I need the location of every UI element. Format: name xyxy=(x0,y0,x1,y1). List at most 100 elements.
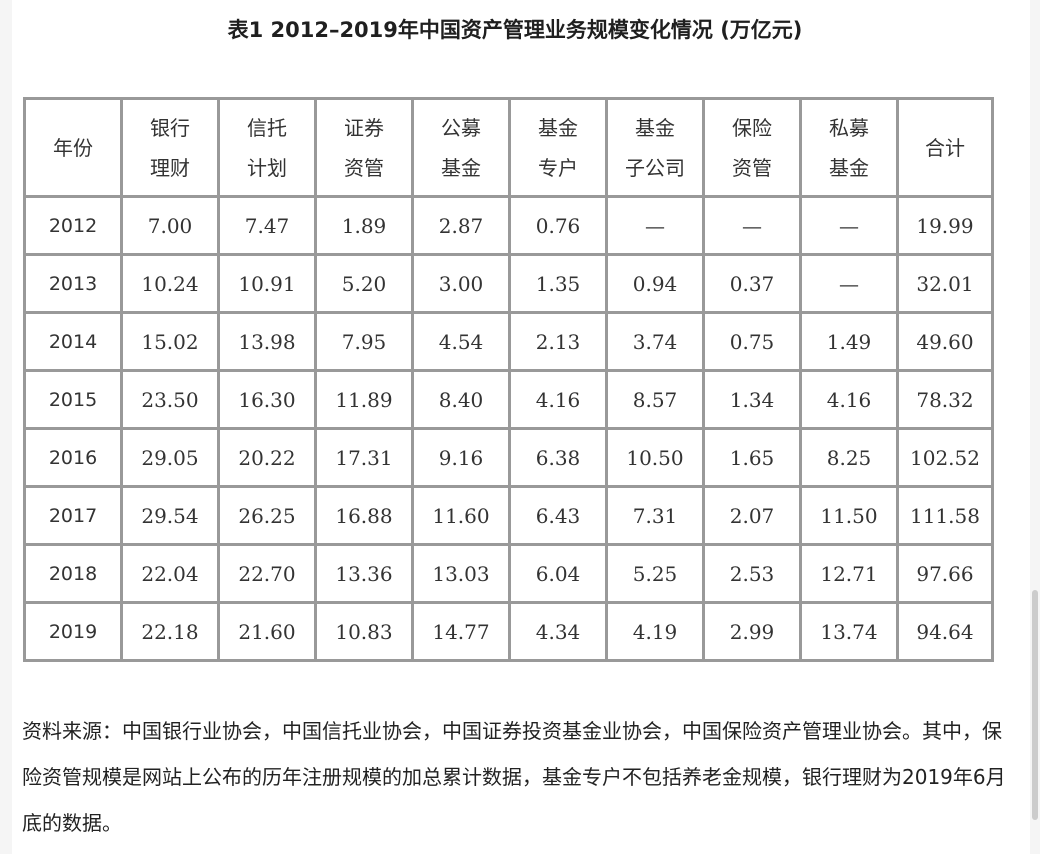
column-header-text: 证券 xyxy=(344,115,384,140)
table-row: 2019 22.18 21.60 10.83 14.77 4.34 4.19 2.99 13.7… xyxy=(23,601,994,662)
column-header-text: 私募 xyxy=(829,115,869,140)
value-cell: 2.07 xyxy=(702,485,802,546)
column-header-text: 银行 xyxy=(150,115,190,140)
value-cell: 5.25 xyxy=(605,543,705,604)
value-cell: 11.50 xyxy=(799,485,899,546)
table-title: 表1 2012–2019年中国资产管理业务规模变化情况 (万亿元) xyxy=(227,18,803,42)
column-header-text: 信托 xyxy=(247,115,287,140)
value-cell: 13.36 xyxy=(314,543,414,604)
value-cell: 3.74 xyxy=(605,311,705,372)
column-header-text: 基金 xyxy=(441,155,481,180)
value-cell: — xyxy=(799,253,899,314)
value-cell: 2.13 xyxy=(508,311,608,372)
value-cell: — xyxy=(799,195,899,256)
value-cell: 10.91 xyxy=(217,253,317,314)
value-cell: 19.99 xyxy=(896,195,994,256)
value-cell: 8.57 xyxy=(605,369,705,430)
value-cell: 111.58 xyxy=(896,485,994,546)
value-cell: 2.99 xyxy=(702,601,802,662)
scrollbar-track[interactable] xyxy=(1030,0,1040,854)
value-cell: 4.34 xyxy=(508,601,608,662)
value-cell: 20.22 xyxy=(217,427,317,488)
value-cell: 13.74 xyxy=(799,601,899,662)
value-cell: 102.52 xyxy=(896,427,994,488)
value-cell: 0.94 xyxy=(605,253,705,314)
value-cell: 9.16 xyxy=(411,427,511,488)
value-cell: 10.83 xyxy=(314,601,414,662)
value-cell: 7.00 xyxy=(120,195,220,256)
column-header-text: 基金 xyxy=(635,115,675,140)
value-cell: 78.32 xyxy=(896,369,994,430)
year-cell: 2018 xyxy=(23,543,123,604)
value-cell: 1.35 xyxy=(508,253,608,314)
value-cell: 10.24 xyxy=(120,253,220,314)
value-cell: 7.95 xyxy=(314,311,414,372)
value-cell: 4.16 xyxy=(799,369,899,430)
value-cell: 0.75 xyxy=(702,311,802,372)
column-header: 私募 基金 xyxy=(799,97,899,198)
value-cell: 1.49 xyxy=(799,311,899,372)
year-cell: 2014 xyxy=(23,311,123,372)
table-row: 2018 22.04 22.70 13.36 13.03 6.04 5.25 2.53 12.7… xyxy=(23,543,994,604)
column-header: 信托 计划 xyxy=(217,97,317,198)
value-cell: 7.47 xyxy=(217,195,317,256)
value-cell: 6.04 xyxy=(508,543,608,604)
value-cell: 22.70 xyxy=(217,543,317,604)
value-cell: 0.76 xyxy=(508,195,608,256)
value-cell: 3.00 xyxy=(411,253,511,314)
value-cell: 1.34 xyxy=(702,369,802,430)
column-header: 合计 xyxy=(896,97,994,198)
value-cell: 11.60 xyxy=(411,485,511,546)
year-cell: 2012 xyxy=(23,195,123,256)
asset-management-table: 年份 银行 理财 信托 计划 证券 资管 公募 基金 基金 专户 基金 子公司 保险 资管 私募 基金 合计 20… xyxy=(23,97,994,662)
value-cell: 13.98 xyxy=(217,311,317,372)
column-header: 证券 资管 xyxy=(314,97,414,198)
value-cell: 10.50 xyxy=(605,427,705,488)
left-gutter xyxy=(0,0,12,854)
value-cell: 16.88 xyxy=(314,485,414,546)
column-header-text: 子公司 xyxy=(625,155,685,180)
column-header: 公募 基金 xyxy=(411,97,511,198)
table-row: 2013 10.24 10.91 5.20 3.00 1.35 0.94 0.37—32.01 xyxy=(23,253,994,314)
column-header-text: 理财 xyxy=(150,155,190,180)
value-cell: 97.66 xyxy=(896,543,994,604)
value-cell: 2.87 xyxy=(411,195,511,256)
value-cell: 21.60 xyxy=(217,601,317,662)
value-cell: — xyxy=(702,195,802,256)
column-header-text: 资管 xyxy=(732,155,772,180)
value-cell: 4.19 xyxy=(605,601,705,662)
table-row: 2016 29.05 20.22 17.31 9.16 6.38 10.50 1.65 8.25… xyxy=(23,427,994,488)
value-cell: 6.38 xyxy=(508,427,608,488)
column-header-text: 年份 xyxy=(53,135,93,160)
year-cell: 2015 xyxy=(23,369,123,430)
value-cell: 22.18 xyxy=(120,601,220,662)
column-header-text: 专户 xyxy=(538,155,578,180)
value-cell: — xyxy=(605,195,705,256)
value-cell: 11.89 xyxy=(314,369,414,430)
value-cell: 12.71 xyxy=(799,543,899,604)
source-note: 资料来源：中国银行业协会，中国信托业协会，中国证券投资基金业协会，中国保险资产管… xyxy=(22,719,1006,835)
column-header: 银行 理财 xyxy=(120,97,220,198)
value-cell: 1.89 xyxy=(314,195,414,256)
value-cell: 14.77 xyxy=(411,601,511,662)
value-cell: 22.04 xyxy=(120,543,220,604)
value-cell: 26.25 xyxy=(217,485,317,546)
table-row: 2015 23.50 16.30 11.89 8.40 4.16 8.57 1.34 4.16 7… xyxy=(23,369,994,430)
year-cell: 2013 xyxy=(23,253,123,314)
year-cell: 2017 xyxy=(23,485,123,546)
table-row: 2012 7.00 7.47 1.89 2.87 0.76— — —19.99 xyxy=(23,195,994,256)
value-cell: 7.31 xyxy=(605,485,705,546)
scrollbar-thumb[interactable] xyxy=(1032,590,1038,820)
value-cell: 1.65 xyxy=(702,427,802,488)
header-row: 年份 银行 理财 信托 计划 证券 资管 公募 基金 基金 专户 基金 子公司 保险 资管 私募 基金 合计 xyxy=(23,97,994,198)
year-cell: 2019 xyxy=(23,601,123,662)
value-cell: 4.54 xyxy=(411,311,511,372)
value-cell: 4.16 xyxy=(508,369,608,430)
value-cell: 16.30 xyxy=(217,369,317,430)
value-cell: 29.05 xyxy=(120,427,220,488)
value-cell: 15.02 xyxy=(120,311,220,372)
year-cell: 2016 xyxy=(23,427,123,488)
column-header: 基金 专户 xyxy=(508,97,608,198)
value-cell: 32.01 xyxy=(896,253,994,314)
table-row: 2017 29.54 26.25 16.88 11.60 6.43 7.31 2.07 11.5… xyxy=(23,485,994,546)
